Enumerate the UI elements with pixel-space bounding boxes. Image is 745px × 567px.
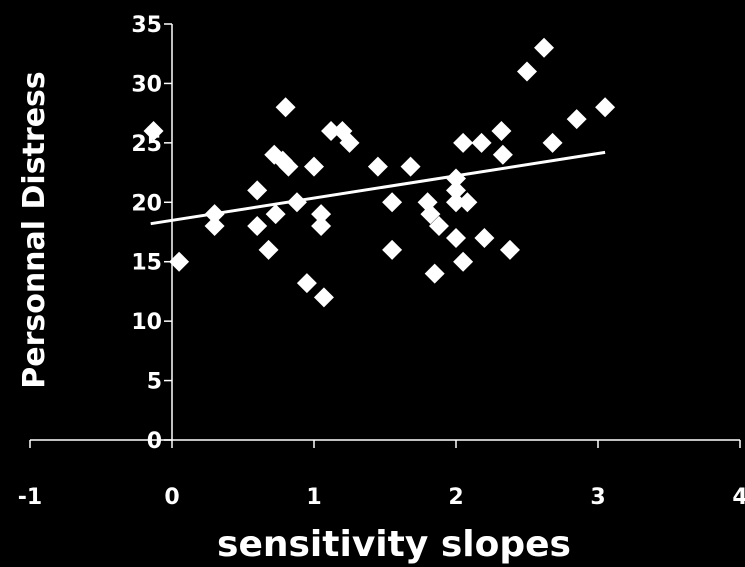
trendline xyxy=(150,150,606,226)
data-point xyxy=(258,239,279,260)
data-point xyxy=(474,227,495,248)
data-point xyxy=(143,120,164,141)
data-point xyxy=(278,156,299,177)
y-tick-label: 30 xyxy=(131,72,162,97)
axes xyxy=(29,23,741,448)
y-tick-label: 0 xyxy=(147,429,162,454)
data-point xyxy=(311,204,332,225)
data-point xyxy=(492,144,513,165)
y-tick-label: 5 xyxy=(147,370,162,395)
x-tick-label: 1 xyxy=(306,485,321,510)
y-tick-label: 25 xyxy=(131,132,162,157)
data-point xyxy=(382,192,403,213)
data-point xyxy=(428,216,449,237)
data-point xyxy=(367,156,388,177)
y-tick-label: 10 xyxy=(131,310,162,335)
data-point xyxy=(247,216,268,237)
data-point xyxy=(400,156,421,177)
data-point xyxy=(566,109,587,130)
data-point xyxy=(453,132,474,153)
x-tick-label: 0 xyxy=(164,485,179,510)
data-point xyxy=(446,192,466,213)
y-tick-label: 15 xyxy=(131,251,162,276)
x-tick-label: 3 xyxy=(590,485,605,510)
data-point xyxy=(169,251,190,272)
data-point xyxy=(453,251,474,272)
x-tick-label: 2 xyxy=(448,485,463,510)
data-point xyxy=(204,204,225,225)
data-point xyxy=(311,216,332,237)
y-tick-label: 35 xyxy=(131,13,162,38)
data-point xyxy=(304,156,324,177)
y-axis-title: Personnal Distress xyxy=(17,71,52,389)
data-point xyxy=(491,120,512,141)
x-tick-label: 4 xyxy=(732,485,745,510)
data-point xyxy=(247,180,268,201)
data-point xyxy=(339,132,360,153)
x-axis-title: sensitivity slopes xyxy=(217,524,571,565)
data-point xyxy=(313,287,334,308)
data-point xyxy=(321,120,342,141)
data-point xyxy=(446,227,466,248)
data-point xyxy=(265,204,286,225)
data-point xyxy=(595,97,616,118)
data-point xyxy=(286,192,307,213)
data-point xyxy=(446,180,466,201)
data-point xyxy=(471,132,492,153)
data-point xyxy=(499,239,520,260)
data-point xyxy=(382,239,403,260)
data-point xyxy=(204,216,225,237)
data-point xyxy=(275,97,296,118)
data-point xyxy=(534,37,555,58)
data-points xyxy=(143,37,616,308)
trendline-group xyxy=(150,150,606,226)
data-point xyxy=(542,132,563,153)
y-tick-label: 20 xyxy=(131,191,162,216)
data-point xyxy=(457,192,478,213)
data-point xyxy=(424,263,445,284)
x-tick-label: -1 xyxy=(18,485,42,510)
data-point xyxy=(420,204,441,225)
data-point xyxy=(517,61,537,82)
data-point xyxy=(446,168,466,189)
tick-labels: 0 5 10 15 20 25 30 35 -1 0 1 2 3 4 xyxy=(18,13,745,510)
data-point xyxy=(296,273,317,294)
